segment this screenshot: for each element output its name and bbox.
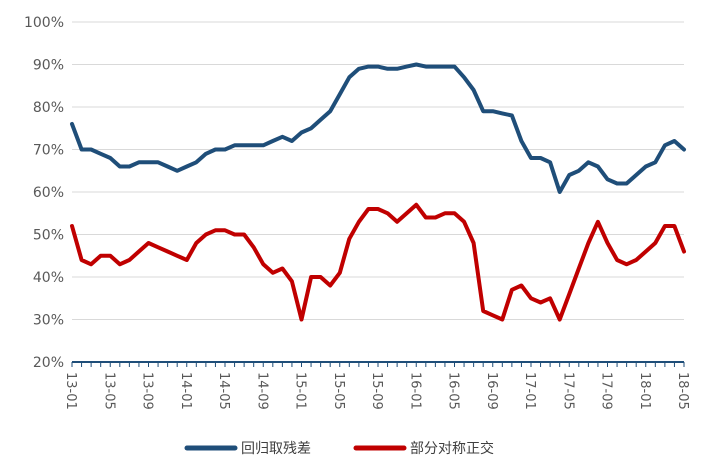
legend-label: 部分对称正交 bbox=[410, 440, 494, 457]
legend: 回归取残差 部分对称正交 bbox=[184, 440, 494, 457]
y-tick-label: 40% bbox=[33, 270, 64, 286]
x-tick-label: 15-09 bbox=[369, 372, 384, 410]
x-tick-label: 17-09 bbox=[599, 372, 614, 410]
y-tick-label: 20% bbox=[33, 355, 64, 371]
x-tick-label: 16-09 bbox=[484, 372, 499, 410]
x-axis bbox=[71, 361, 685, 367]
y-tick-label: 80% bbox=[33, 100, 64, 116]
legend-label: 回归取残差 bbox=[241, 440, 311, 457]
x-tick-label: 13-01 bbox=[63, 372, 78, 410]
y-tick-label: 90% bbox=[33, 58, 64, 74]
y-axis-ticks: 20% 30% 40% 50% 60% 70% 80% 90% 100% bbox=[24, 15, 64, 371]
x-tick-label: 14-01 bbox=[178, 372, 193, 410]
y-tick-label: 100% bbox=[24, 15, 64, 31]
x-tick-label: 15-05 bbox=[331, 372, 346, 410]
x-tick-label: 18-01 bbox=[637, 372, 652, 410]
series-line bbox=[70, 62, 686, 194]
x-tick-label: 14-05 bbox=[216, 372, 231, 410]
y-tick-label: 30% bbox=[33, 313, 64, 329]
y-tick-label: 50% bbox=[33, 228, 64, 244]
x-tick-label: 13-05 bbox=[101, 372, 116, 410]
x-tick-label: 17-01 bbox=[522, 372, 537, 410]
series-lines bbox=[70, 62, 686, 322]
x-axis-ticks: 13-01 13-05 13-09 14-01 14-05 14-09 15-01 15-05… bbox=[63, 372, 690, 410]
x-tick-label: 18-05 bbox=[675, 372, 690, 410]
x-tick-label: 16-01 bbox=[407, 372, 422, 410]
x-tick-label: 14-09 bbox=[254, 372, 269, 410]
series-line bbox=[70, 202, 686, 322]
y-tick-label: 70% bbox=[33, 143, 64, 159]
gridlines bbox=[72, 21, 684, 320]
y-tick-label: 60% bbox=[33, 185, 64, 201]
x-tick-label: 15-01 bbox=[293, 372, 308, 410]
x-tick-label: 17-05 bbox=[560, 372, 575, 410]
x-tick-label: 13-09 bbox=[140, 372, 155, 410]
x-tick-label: 16-05 bbox=[446, 372, 461, 410]
